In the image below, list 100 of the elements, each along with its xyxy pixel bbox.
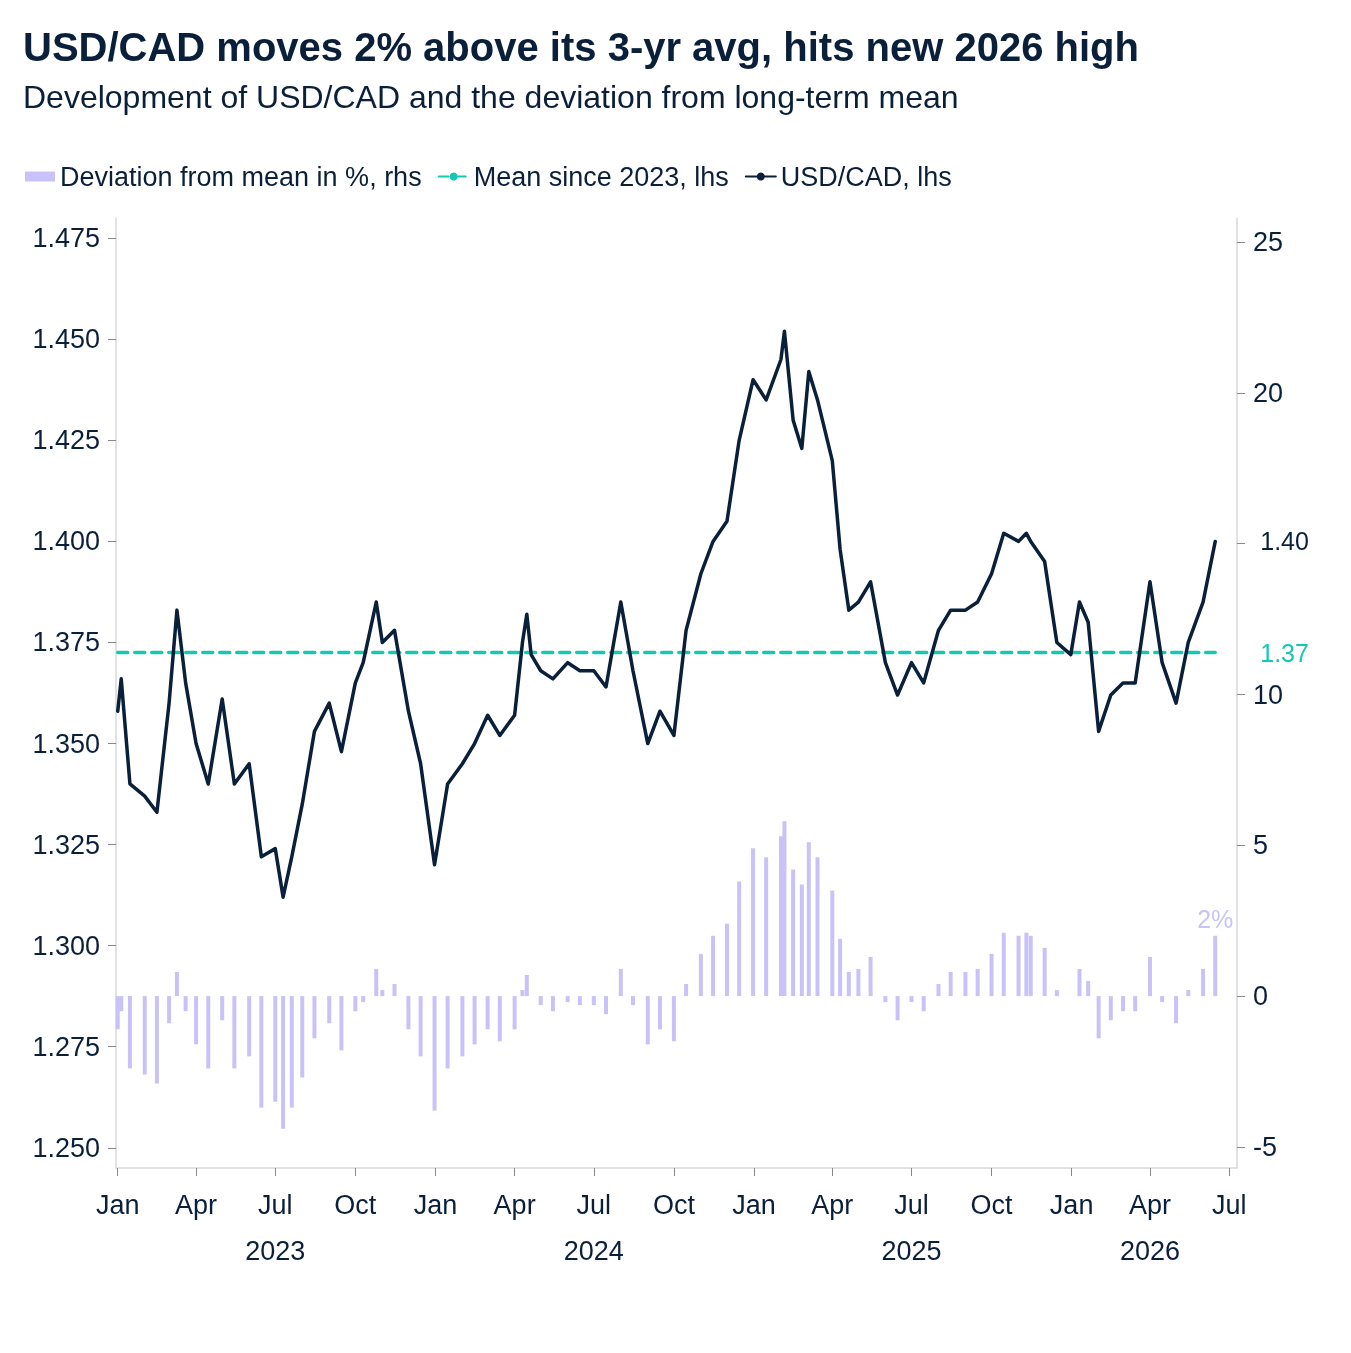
- x-tick-label: Jan: [732, 1190, 776, 1220]
- bar: [392, 984, 397, 997]
- bar: [1108, 996, 1113, 1021]
- x-tick-label: Oct: [334, 1190, 377, 1220]
- y-tick-label: 1.425: [32, 425, 100, 456]
- bar: [791, 869, 796, 997]
- x-tick-label: Apr 2026: [1119, 1190, 1180, 1266]
- bar: [645, 996, 650, 1045]
- bar: [724, 923, 729, 997]
- bar: [806, 842, 811, 997]
- bar: [524, 974, 529, 997]
- bar: [830, 890, 835, 997]
- bar: [838, 938, 843, 997]
- bar: [883, 996, 888, 1003]
- bar: [604, 996, 608, 1015]
- bar: [630, 996, 635, 1006]
- bar: [698, 953, 703, 997]
- y-tick-label: 1.325: [32, 829, 100, 860]
- y2-tick-label: -5: [1253, 1131, 1278, 1162]
- bar: [154, 996, 159, 1084]
- line-series: [115, 329, 1217, 899]
- bar: [1086, 981, 1091, 997]
- x-tick-label: Apr: [811, 1190, 854, 1220]
- bar: [220, 996, 225, 1021]
- bar: [485, 996, 490, 1030]
- bar: [512, 996, 517, 1030]
- y-tick-label: 1.300: [32, 930, 100, 961]
- y2-tick-label: 25: [1253, 227, 1284, 258]
- data-label: 1.37: [1260, 638, 1309, 667]
- bar: [312, 996, 317, 1039]
- y2-tick-label: 10: [1253, 679, 1284, 710]
- bar: [909, 996, 914, 1003]
- bar: [232, 996, 237, 1069]
- bar: [936, 984, 941, 997]
- bar: [1001, 932, 1006, 997]
- data-label: 1.40: [1260, 527, 1309, 556]
- bar: [751, 848, 756, 997]
- bar: [432, 996, 437, 1111]
- bar: [460, 996, 465, 1057]
- bar: [1028, 935, 1033, 997]
- y2-tick-label: 20: [1253, 377, 1284, 408]
- bar: [406, 996, 411, 1030]
- y-tick-label: 1.475: [32, 223, 100, 254]
- bar: [167, 996, 172, 1024]
- bar: [1133, 996, 1138, 1012]
- bar: [174, 971, 179, 997]
- bar: [799, 884, 804, 997]
- x-tick-label: Jul 2024: [563, 1190, 624, 1266]
- bar: [259, 996, 264, 1108]
- chart-title: USD/CAD moves 2% above its 3-yr avg, hits new 2026 high: [23, 25, 1139, 69]
- bar: [300, 996, 305, 1078]
- legend-label: Mean since 2023, lhs: [473, 161, 729, 192]
- y-tick-label: 1.450: [32, 324, 100, 355]
- y-tick-label: 1.350: [32, 728, 100, 759]
- bar: [1054, 990, 1059, 997]
- bar: [281, 996, 286, 1129]
- bar: [764, 857, 769, 997]
- x-tick-label: Jul 2023: [245, 1190, 306, 1266]
- bar: [206, 996, 211, 1069]
- bar: [183, 996, 188, 1012]
- bar: [361, 996, 366, 1003]
- bar: [591, 996, 596, 1006]
- x-tick-label: Jan: [1049, 1190, 1094, 1220]
- bar: [671, 996, 676, 1042]
- bar: [618, 968, 623, 997]
- bar: [1147, 956, 1152, 997]
- bar: [194, 996, 199, 1045]
- bar: [1042, 947, 1047, 997]
- y-tick-label: 1.400: [32, 526, 100, 557]
- y-tick-label: 1.375: [32, 627, 100, 658]
- bar: [353, 996, 358, 1012]
- bar: [868, 956, 873, 997]
- bar: [921, 996, 926, 1012]
- y2-tick-label: 0: [1253, 981, 1269, 1012]
- bar: [1024, 932, 1029, 997]
- bar: [380, 990, 385, 997]
- x-tick-label: Apr: [175, 1190, 218, 1220]
- bar: [1160, 996, 1165, 1003]
- bar: [327, 996, 332, 1024]
- bar: [1096, 996, 1101, 1039]
- bar: [127, 996, 132, 1069]
- bar: [1016, 935, 1021, 997]
- bar: [948, 971, 953, 997]
- bar: [684, 984, 689, 997]
- bar: [657, 996, 662, 1030]
- x-tick-label: Jul: [1211, 1190, 1247, 1220]
- bar: [782, 821, 787, 997]
- bar: [289, 996, 294, 1108]
- bar: [1201, 968, 1206, 997]
- bar: [577, 996, 582, 1006]
- bar: [565, 996, 570, 1003]
- bar: [856, 968, 861, 997]
- y-tick-label: 1.275: [32, 1031, 100, 1062]
- x-tick-label: Jul 2025: [881, 1190, 942, 1266]
- x-tick-label: Oct: [652, 1190, 696, 1220]
- bar: [142, 996, 147, 1075]
- bar: [550, 996, 555, 1012]
- bar: [963, 971, 968, 997]
- legend-label: USD/CAD, lhs: [780, 161, 952, 192]
- bar: [273, 996, 278, 1102]
